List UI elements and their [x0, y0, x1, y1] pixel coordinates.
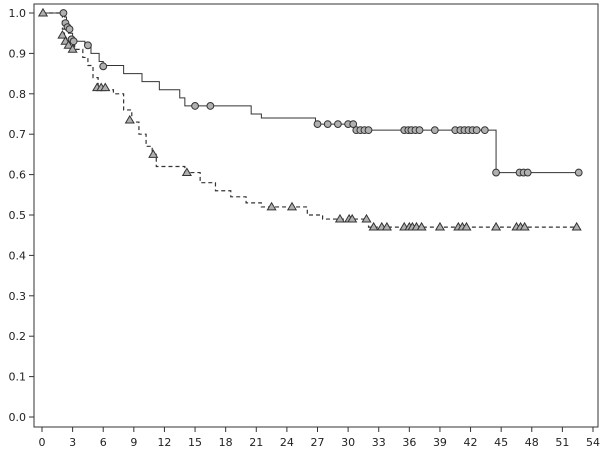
censor-triangle-marker [286, 201, 298, 211]
censor-circle-marker [191, 102, 199, 110]
y-tick-label: 0.4 [9, 249, 27, 262]
censor-triangle-marker [67, 44, 78, 53]
x-tick-label: 30 [341, 436, 355, 449]
marker-layer [37, 7, 583, 231]
y-tick-label: 0.3 [9, 290, 27, 303]
y-tick-label: 1.0 [9, 7, 27, 20]
solid-survival-line [42, 12, 578, 174]
censor-circle-marker [65, 25, 74, 34]
censor-triangle-marker [416, 221, 427, 231]
censor-circle-marker [99, 62, 108, 71]
censor-triangle-marker [334, 213, 346, 223]
censor-circle-marker [206, 102, 215, 110]
x-tick-label: 39 [433, 436, 447, 449]
censor-circle-marker [364, 126, 373, 135]
dashed-survival-line [42, 12, 578, 228]
censor-circle-marker [480, 126, 489, 135]
x-tick-label: 45 [494, 436, 508, 449]
y-tick-label: 0.5 [9, 209, 27, 222]
censor-circle-marker [492, 168, 500, 177]
y-tick-label: 0.8 [9, 88, 27, 101]
censor-circle-marker [69, 37, 78, 46]
censor-triangle-marker [434, 221, 446, 231]
censor-triangle-marker [381, 221, 392, 231]
censor-circle-marker [472, 126, 481, 135]
x-tick-label: 0 [39, 436, 46, 449]
plot-frame [33, 3, 599, 428]
y-tick-label: 0.0 [9, 411, 27, 424]
x-tick-label: 9 [130, 436, 137, 449]
censor-triangle-marker [181, 167, 192, 177]
censor-circle-marker [334, 120, 342, 128]
x-tick-label: 36 [402, 436, 416, 449]
censor-triangle-marker [519, 221, 530, 231]
x-tick-label: 24 [280, 436, 294, 449]
x-tick-label: 3 [69, 436, 76, 449]
censor-triangle-marker [361, 213, 372, 223]
x-tick-label: 48 [525, 436, 539, 449]
x-tick-label: 12 [157, 436, 171, 449]
censor-triangle-marker [100, 82, 111, 92]
x-tick-label: 15 [188, 436, 202, 449]
x-tick-label: 42 [464, 436, 478, 449]
censor-circle-marker [415, 126, 424, 135]
censor-circle-marker [430, 126, 439, 135]
x-tick-label: 6 [100, 436, 107, 449]
series-layer [42, 12, 578, 228]
x-tick-label: 54 [586, 436, 600, 449]
x-tick-label: 27 [311, 436, 325, 449]
x-axis: 0 3 6 9 12 15 18 21 24 27 30 33 36 39 42 45 48 51 54 [39, 427, 600, 449]
censor-triangle-marker [461, 221, 472, 231]
censor-triangle-marker [490, 221, 502, 231]
censor-triangle-marker [571, 221, 582, 231]
y-tick-label: 0.6 [9, 169, 27, 182]
censor-circle-marker [59, 9, 68, 17]
censor-triangle-marker [148, 149, 159, 158]
x-tick-label: 51 [555, 436, 569, 449]
censor-circle-marker [523, 168, 532, 177]
censor-circle-marker [349, 120, 358, 128]
censor-circle-marker [313, 120, 322, 128]
censor-triangle-marker [57, 30, 68, 39]
y-tick-label: 0.7 [9, 128, 27, 141]
censor-triangle-marker [37, 7, 49, 17]
y-axis: 0.0 0.1 0.2 0.3 0.4 0.5 0.6 0.7 0.8 0.9 1.0 [9, 7, 34, 424]
censor-circle-marker [323, 120, 332, 128]
y-tick-label: 0.9 [9, 47, 27, 60]
y-tick-label: 0.1 [9, 371, 27, 384]
censor-triangle-marker [124, 114, 135, 124]
censor-triangle-marker [368, 221, 379, 231]
censor-triangle-marker [63, 40, 74, 49]
censor-triangle-marker [266, 201, 277, 211]
y-tick-label: 0.2 [9, 330, 27, 343]
x-tick-label: 18 [219, 436, 233, 449]
censor-circle-marker [84, 41, 92, 50]
x-tick-label: 21 [249, 436, 263, 449]
censor-triangle-marker [347, 213, 358, 223]
x-tick-label: 33 [372, 436, 386, 449]
censor-circle-marker [574, 168, 583, 177]
